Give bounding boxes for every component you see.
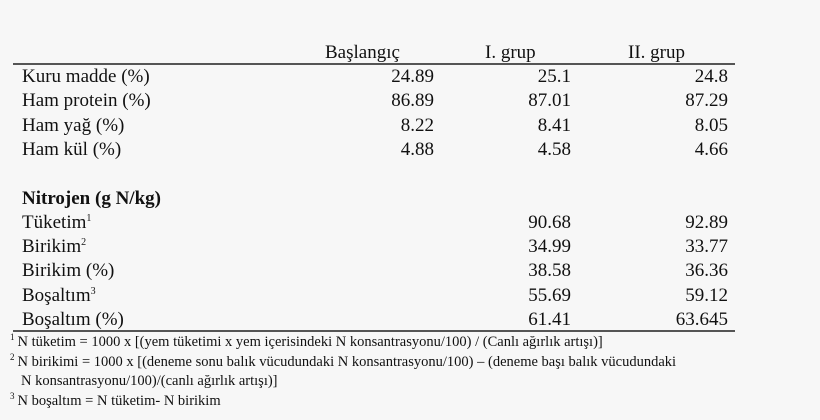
table-cell: 33.77 [685, 236, 728, 258]
table-cell: 87.29 [685, 90, 728, 112]
table-cell: 8.05 [694, 114, 728, 136]
table-cell: 8.22 [400, 114, 434, 136]
footnote-text: N tüketim = 1000 x [(yem tüketimi x yem … [17, 334, 603, 350]
footnote-number: 3 [10, 390, 15, 401]
footnote-text: N konsantrasyonu/100)/(canlı ağırlık art… [21, 373, 278, 389]
row-label: Birikim (%) [22, 260, 114, 282]
footnote-text: N boşaltım = N tüketim- N birikim [17, 392, 221, 409]
table-cell: 63.645 [675, 309, 728, 330]
row-label: Boşaltım3 [22, 285, 96, 307]
row-label: Ham yağ (%) [22, 115, 124, 137]
row-label-text: Birikim (%) [22, 260, 115, 282]
header-rule [13, 63, 735, 65]
table-cell: 36.36 [685, 260, 728, 282]
table-cell: 90.68 [528, 211, 571, 233]
row-label: Kuru madde (%) [22, 66, 150, 88]
row-label-text: Nitrojen (g N/kg) [22, 187, 161, 209]
table-cell: 38.58 [528, 260, 571, 282]
row-label-text: Ham protein (%) [22, 90, 151, 112]
row-label-text: Boşaltım (%) [22, 309, 124, 330]
footnote-number: 1 [10, 332, 15, 342]
row-label: Birikim2 [22, 236, 86, 258]
row-label: Ham protein (%) [22, 90, 151, 112]
footnote: N konsantrasyonu/100)/(canlı ağırlık art… [21, 372, 278, 390]
row-label-text: Tüketim [22, 211, 87, 233]
row-label-text: Boşaltım [22, 284, 91, 306]
table-cell: 4.66 [694, 138, 728, 160]
table-cell: 4.88 [400, 138, 434, 160]
table-cell: 24.8 [694, 66, 728, 87]
header-ii-grup: II. grup [628, 42, 685, 63]
table-cell: 25.1 [537, 66, 571, 87]
footnote-number: 2 [10, 351, 15, 362]
row-label: Nitrojen (g N/kg) [22, 188, 161, 210]
table-cell: 59.12 [685, 284, 728, 306]
footnote-marker: 1 [86, 212, 92, 224]
row-label: Ham kül (%) [22, 139, 121, 161]
bottom-rule [13, 330, 735, 332]
row-label-text: Ham yağ (%) [22, 114, 125, 136]
table-cell: 4.58 [537, 138, 571, 160]
row-label: Boşaltım (%) [22, 309, 124, 331]
footnote-marker: 2 [81, 237, 87, 249]
header-i-grup: I. grup [485, 42, 536, 63]
table-cell: 8.41 [537, 114, 571, 136]
header-baslangic: Başlangıç [325, 42, 400, 63]
row-label-text: Birikim [22, 236, 82, 258]
footnote-text: N birikimi = 1000 x [(deneme sonu balık … [17, 353, 677, 370]
footnote-marker: 3 [90, 285, 96, 297]
row-label-text: Kuru madde (%) [22, 66, 150, 87]
table-cell: 87.01 [528, 90, 571, 112]
table-cell: 92.89 [685, 211, 728, 233]
row-label: Tüketim1 [22, 212, 91, 234]
row-label-text: Ham kül (%) [22, 138, 122, 160]
table-cell: 55.69 [528, 284, 571, 306]
table-cell: 61.41 [528, 309, 571, 330]
table-cell: 34.99 [528, 236, 571, 258]
table-cell: 86.89 [391, 90, 434, 112]
table-cell: 24.89 [391, 66, 434, 87]
